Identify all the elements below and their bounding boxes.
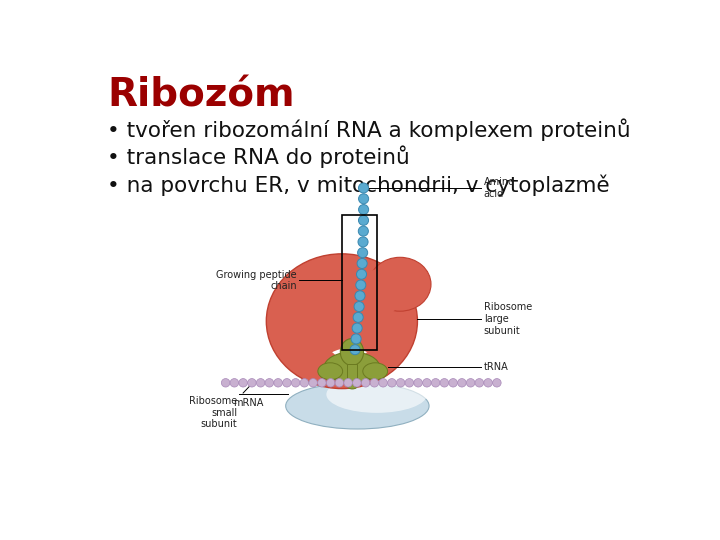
- Circle shape: [355, 291, 365, 301]
- Circle shape: [361, 379, 370, 387]
- Circle shape: [221, 379, 230, 387]
- Circle shape: [440, 379, 449, 387]
- Circle shape: [265, 379, 274, 387]
- Ellipse shape: [369, 257, 431, 311]
- Circle shape: [357, 259, 367, 268]
- Ellipse shape: [326, 376, 427, 413]
- Circle shape: [292, 379, 300, 387]
- Text: • tvořen ribozomální RNA a komplexem proteinů: • tvořen ribozomální RNA a komplexem pro…: [107, 119, 631, 141]
- Text: Amino
acid: Amino acid: [484, 177, 515, 199]
- Ellipse shape: [286, 383, 429, 429]
- Ellipse shape: [266, 254, 418, 389]
- Ellipse shape: [325, 348, 375, 377]
- Circle shape: [414, 379, 423, 387]
- Ellipse shape: [361, 349, 392, 376]
- Text: Growing peptide
chain: Growing peptide chain: [216, 269, 297, 291]
- Text: tRNA: tRNA: [484, 362, 508, 373]
- Circle shape: [248, 379, 256, 387]
- Circle shape: [239, 379, 248, 387]
- Ellipse shape: [341, 339, 364, 366]
- Circle shape: [358, 248, 368, 258]
- Circle shape: [230, 379, 238, 387]
- Circle shape: [397, 379, 405, 387]
- Circle shape: [274, 379, 282, 387]
- Ellipse shape: [307, 349, 338, 376]
- Circle shape: [492, 379, 501, 387]
- Circle shape: [354, 301, 364, 312]
- Circle shape: [358, 237, 368, 247]
- Circle shape: [309, 379, 318, 387]
- Circle shape: [359, 215, 369, 225]
- Circle shape: [359, 226, 369, 236]
- Circle shape: [318, 379, 326, 387]
- Circle shape: [475, 379, 484, 387]
- Circle shape: [359, 205, 369, 214]
- Circle shape: [484, 379, 492, 387]
- Circle shape: [283, 379, 291, 387]
- Circle shape: [387, 379, 396, 387]
- Ellipse shape: [318, 363, 343, 380]
- Circle shape: [449, 379, 457, 387]
- Circle shape: [359, 194, 369, 204]
- Circle shape: [356, 280, 366, 290]
- Circle shape: [405, 379, 413, 387]
- Circle shape: [379, 379, 387, 387]
- Circle shape: [350, 345, 360, 355]
- Circle shape: [326, 379, 335, 387]
- Bar: [347, 364, 357, 386]
- Text: • translace RNA do proteinů: • translace RNA do proteinů: [107, 146, 410, 168]
- Circle shape: [351, 334, 361, 344]
- Text: • na povrchu ER, v mitochondrii, v cytoplazmě: • na povrchu ER, v mitochondrii, v cytop…: [107, 174, 610, 195]
- Circle shape: [256, 379, 265, 387]
- Circle shape: [353, 312, 363, 322]
- Circle shape: [352, 323, 362, 333]
- Circle shape: [359, 183, 369, 193]
- Circle shape: [458, 379, 466, 387]
- Ellipse shape: [357, 269, 404, 315]
- Circle shape: [370, 379, 379, 387]
- Circle shape: [356, 269, 366, 279]
- Circle shape: [344, 379, 352, 387]
- Text: Ribosome
large
subunit: Ribosome large subunit: [484, 302, 532, 335]
- Ellipse shape: [347, 383, 357, 389]
- Circle shape: [431, 379, 440, 387]
- Circle shape: [467, 379, 475, 387]
- Bar: [342, 215, 377, 350]
- Circle shape: [335, 379, 343, 387]
- Text: Ribosome
small
subunit: Ribosome small subunit: [189, 396, 238, 429]
- Text: mRNA: mRNA: [233, 398, 264, 408]
- Circle shape: [353, 379, 361, 387]
- Circle shape: [300, 379, 309, 387]
- Ellipse shape: [363, 363, 387, 380]
- Ellipse shape: [324, 352, 380, 383]
- Circle shape: [423, 379, 431, 387]
- Text: Ribozóm: Ribozóm: [107, 76, 294, 114]
